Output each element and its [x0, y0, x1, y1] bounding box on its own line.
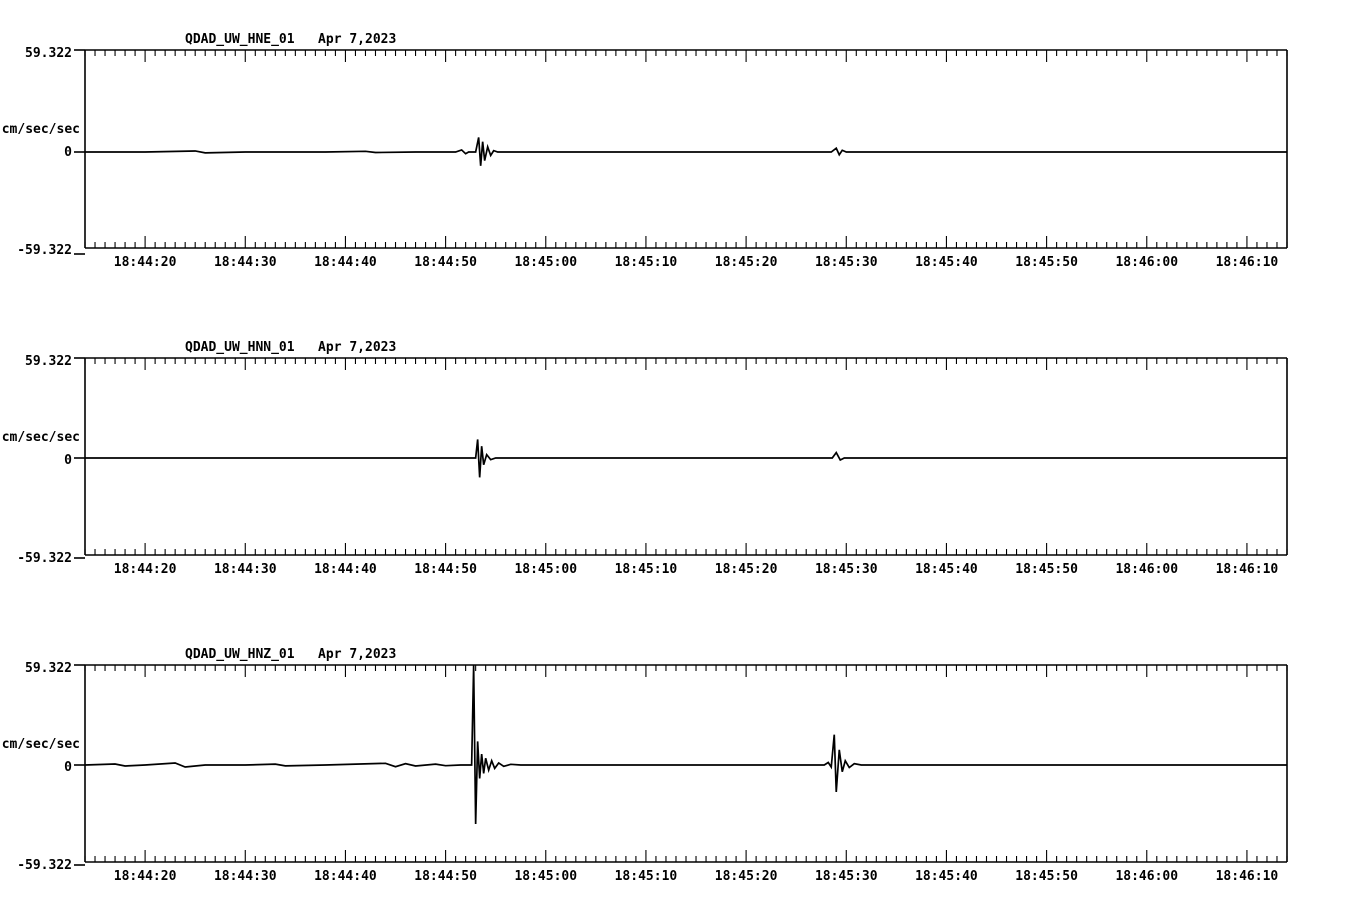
y-axis-min-label-hnn: -59.322 [17, 551, 72, 566]
x-axis-tick-label: 18:45:40 [915, 869, 978, 884]
seismogram-panel-hnn: QDAD_UW_HNN_01 Apr 7,2023 59.322 cm/sec/… [0, 305, 1358, 605]
x-axis-tick-label: 18:45:50 [1015, 255, 1078, 270]
x-axis-tick-label: 18:46:10 [1215, 869, 1279, 884]
plot-area-hne: 18:44:20 18:44:30 18:44:40 18:44:50 18:45:00… [74, 49, 1288, 270]
x-axis-tick-label: 18:45:00 [514, 255, 578, 270]
x-axis-tick-label: 18:46:00 [1115, 255, 1179, 270]
x-axis-tick-label: 18:45:10 [614, 562, 678, 577]
y-axis-max-label-hnz: 59.322 [25, 661, 72, 676]
x-axis-tick-label: 18:45:20 [714, 869, 778, 884]
plot-area-hnz: 18:44:20 18:44:30 18:44:40 18:44:50 18:45:00… [74, 664, 1288, 884]
x-axis-tick-label: 18:44:50 [414, 869, 477, 884]
x-axis-tick-label: 18:45:50 [1015, 562, 1078, 577]
x-axis-tick-label: 18:44:30 [213, 255, 277, 270]
x-axis-tick-label: 18:45:10 [614, 869, 678, 884]
y-axis-max-label-hnn: 59.322 [25, 354, 72, 369]
x-axis-tick-label: 18:45:00 [514, 562, 578, 577]
x-axis-tick-label: 18:44:50 [414, 255, 477, 270]
x-axis-tick-label: 18:46:10 [1215, 255, 1279, 270]
panel-title-hne: QDAD_UW_HNE_01 Apr 7,2023 [185, 32, 397, 47]
y-axis-units-label-hnz: cm/sec/sec [1, 737, 80, 752]
y-axis-mid-label-hne: 0 [64, 145, 72, 160]
x-axis-tick-label: 18:44:30 [213, 869, 277, 884]
y-axis-max-label-hne: 59.322 [25, 46, 72, 61]
x-axis-tick-label: 18:45:50 [1015, 869, 1078, 884]
x-axis-tick-label: 18:45:30 [814, 869, 878, 884]
x-axis-tick-label: 18:44:40 [314, 255, 377, 270]
x-axis-tick-label: 18:45:30 [814, 562, 878, 577]
plot-area-hnn: 18:44:20 18:44:30 18:44:40 18:44:50 18:45:00… [74, 357, 1288, 577]
x-axis-tick-label: 18:45:40 [915, 562, 978, 577]
x-axis-tick-label: 18:45:40 [915, 255, 978, 270]
x-axis-tick-label: 18:45:10 [614, 255, 678, 270]
seismogram-panel-hnz: QDAD_UW_HNZ_01 Apr 7,2023 59.322 cm/sec/… [0, 612, 1358, 924]
x-axis-tick-label: 18:45:20 [714, 562, 778, 577]
x-axis-tick-label: 18:45:20 [714, 255, 778, 270]
x-axis-tick-label: 18:44:30 [213, 562, 277, 577]
x-axis-tick-label: 18:44:40 [314, 562, 377, 577]
x-axis-tick-label: 18:44:50 [414, 562, 477, 577]
y-axis-mid-label-hnn: 0 [64, 453, 72, 468]
seismogram-panel-hne: QDAD_UW_HNE_01 Apr 7,2023 59.322 cm/sec/… [0, 0, 1358, 300]
x-axis-tick-label: 18:46:00 [1115, 869, 1179, 884]
x-axis-tick-label: 18:46:00 [1115, 562, 1179, 577]
y-axis-units-label-hnn: cm/sec/sec [1, 430, 80, 445]
x-axis-tick-label: 18:45:30 [814, 255, 878, 270]
panel-title-hnn: QDAD_UW_HNN_01 Apr 7,2023 [185, 340, 397, 355]
y-axis-min-label-hne: -59.322 [17, 243, 72, 258]
panel-title-hnz: QDAD_UW_HNZ_01 Apr 7,2023 [185, 647, 397, 662]
x-axis-tick-label: 18:45:00 [514, 869, 578, 884]
y-axis-units-label-hne: cm/sec/sec [1, 122, 80, 137]
x-axis-tick-label: 18:44:40 [314, 869, 377, 884]
y-axis-min-label-hnz: -59.322 [17, 858, 72, 873]
x-axis-tick-label: 18:44:20 [113, 869, 177, 884]
x-axis-tick-label: 18:46:10 [1215, 562, 1279, 577]
x-axis-tick-label: 18:44:20 [113, 255, 177, 270]
x-axis-tick-label: 18:44:20 [113, 562, 177, 577]
y-axis-mid-label-hnz: 0 [64, 760, 72, 775]
